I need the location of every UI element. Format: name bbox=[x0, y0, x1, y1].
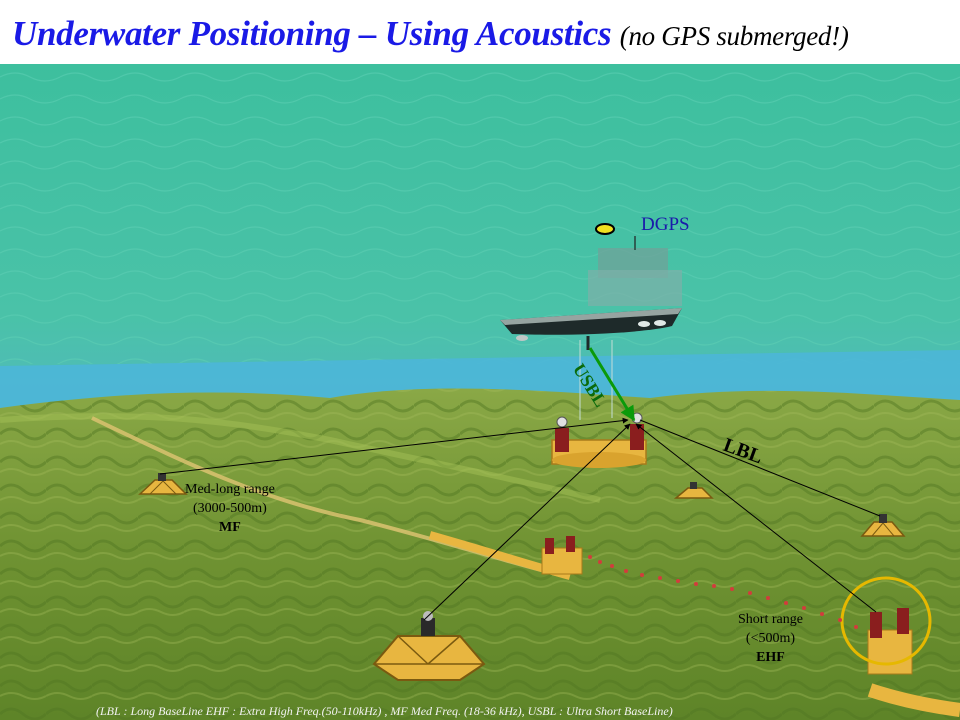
lbl-line-right bbox=[639, 419, 881, 517]
pipeline-manifold-icon bbox=[541, 536, 583, 575]
title-subtitle: (no GPS submerged!) bbox=[619, 21, 849, 51]
usbl-arrow bbox=[588, 347, 636, 422]
med-long-range-line2: (3000-500m) bbox=[192, 501, 267, 516]
underwater-scene bbox=[0, 64, 960, 720]
slide-title: Underwater Positioning – Using Acoustics… bbox=[12, 14, 849, 54]
range-line-short bbox=[635, 423, 877, 613]
pipeline-end-structure-icon bbox=[867, 608, 913, 675]
lbl-line-left bbox=[159, 417, 629, 475]
title-bar: Underwater Positioning – Using Acoustics… bbox=[0, 0, 960, 64]
short-range-line1: Short range bbox=[738, 612, 803, 627]
med-long-range-line3: MF bbox=[219, 520, 241, 535]
dgps-label: DGPS bbox=[641, 214, 690, 235]
pipeline-right bbox=[867, 683, 960, 717]
med-long-range-label: Med-long range (3000-500m) MF bbox=[185, 480, 275, 537]
transponder-middle-icon bbox=[673, 482, 714, 499]
lbl-acoustic-lines bbox=[159, 417, 881, 621]
short-range-label: Short range (<500m) EHF bbox=[738, 610, 803, 667]
transponder-front-icon bbox=[372, 611, 486, 681]
short-range-line3: EHF bbox=[756, 650, 785, 665]
acoustic-signal-dots bbox=[588, 555, 858, 629]
transponder-right-icon bbox=[860, 514, 906, 537]
central-subsea-structure-icon bbox=[551, 412, 647, 468]
footnote: (LBL : Long BaseLine EHF : Extra High Fr… bbox=[96, 704, 673, 718]
range-line-front bbox=[423, 423, 631, 621]
med-long-range-line1: Med-long range bbox=[185, 482, 275, 497]
title-main: Underwater Positioning – Using Acoustics bbox=[12, 14, 612, 53]
short-range-highlight-ring bbox=[840, 576, 932, 666]
short-range-line2: (<500m) bbox=[745, 631, 796, 646]
dgps-antenna-icon bbox=[595, 223, 615, 235]
survey-vessel-icon bbox=[500, 236, 682, 350]
transponder-left-icon bbox=[138, 473, 188, 495]
